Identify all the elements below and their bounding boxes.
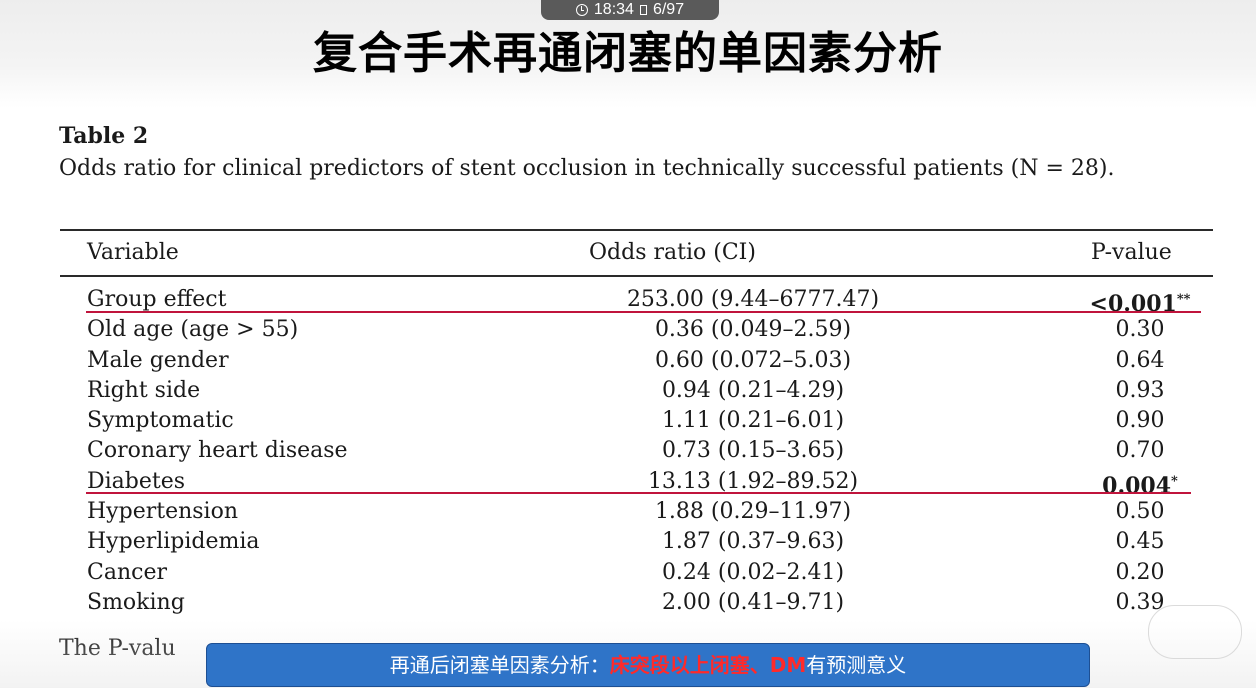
table-row: Coronary heart disease 0.73 (0.15–3.65) … [0, 436, 1256, 466]
significance-mark: ** [1176, 292, 1191, 307]
cell-odds-ratio: 0.36 (0.049–2.59) [654, 317, 852, 343]
cell-p-value: 0.30 [1115, 317, 1165, 343]
significance-mark: * [1171, 473, 1178, 489]
underline-diabetes [86, 492, 1191, 494]
subtitle-bar: 再通后闭塞单因素分析：床突段以上闭塞、DM有预测意义 [206, 643, 1090, 687]
cell-p-value: <0.001** [1080, 285, 1200, 319]
cell-odds-ratio: 0.94 (0.21–4.29) [661, 377, 845, 403]
table-row: Hypertension 1.88 (0.29–11.97) 0.50 [0, 497, 1256, 527]
cell-p-value: 0.93 [1115, 377, 1165, 403]
underline-group-effect [86, 311, 1201, 313]
table-row: Old age (age > 55) 0.36 (0.049–2.59) 0.3… [0, 315, 1256, 345]
p-value-text: 0.004 [1102, 472, 1172, 499]
header-p-value: P-value [1091, 240, 1172, 265]
cell-p-value: 0.50 [1115, 499, 1165, 525]
table-row: Diabetes 13.13 (1.92–89.52) 0.004* [0, 467, 1256, 499]
cell-variable: Hyperlipidemia [87, 529, 260, 555]
table-row: Male gender 0.60 (0.072–5.03) 0.64 [0, 346, 1256, 376]
table-row: Cancer 0.24 (0.02–2.41) 0.20 [0, 558, 1256, 588]
table-row: Right side 0.94 (0.21–4.29) 0.93 [0, 376, 1256, 406]
cell-variable: Group effect [87, 287, 227, 312]
header-variable: Variable [87, 240, 179, 265]
table-row: Smoking 2.00 (0.41–9.71) 0.39 [0, 588, 1256, 618]
cell-odds-ratio: 13.13 (1.92–89.52) [647, 468, 859, 494]
cell-p-value: 0.64 [1115, 347, 1165, 373]
status-pill: 18:34 6/97 [541, 0, 719, 20]
header-odds-ratio: Odds ratio (CI) [589, 240, 756, 265]
cell-variable: Smoking [87, 589, 185, 615]
cell-variable: Male gender [87, 347, 229, 373]
cell-odds-ratio: 1.88 (0.29–11.97) [654, 499, 852, 525]
cell-variable: Diabetes [87, 468, 186, 494]
cell-p-value: 0.20 [1115, 559, 1165, 585]
cell-variable: Hypertension [87, 499, 239, 525]
table-header-rule [60, 275, 1213, 277]
table-row: Hyperlipidemia 1.87 (0.37–9.63) 0.45 [0, 527, 1256, 557]
subtitle-highlight: 床突段以上闭塞、DM [609, 653, 807, 677]
cell-variable: Right side [87, 377, 201, 403]
cell-odds-ratio: 1.11 (0.21–6.01) [661, 408, 845, 434]
status-page: 6/97 [652, 1, 685, 18]
status-time: 18:34 [593, 1, 634, 18]
table-row: Group effect 253.00 (9.44–6777.47) <0.00… [0, 285, 1256, 317]
slide-title: 复合手术再通闭塞的单因素分析 [313, 28, 943, 79]
table-footnote: The P-valu [59, 636, 176, 661]
cell-p-value: 0.70 [1115, 438, 1165, 464]
cell-odds-ratio: 1.87 (0.37–9.63) [661, 529, 845, 555]
p-value-text: <0.001 [1089, 291, 1177, 317]
cell-odds-ratio: 0.60 (0.072–5.03) [654, 347, 852, 373]
cell-p-value: 0.90 [1115, 408, 1165, 434]
clock-icon [575, 4, 588, 16]
table-label: Table 2 [59, 123, 149, 149]
subtitle-prefix: 再通后闭塞单因素分析： [389, 653, 610, 677]
page-icon [639, 5, 647, 15]
cell-variable: Cancer [87, 559, 167, 585]
subtitle-suffix: 有预测意义 [806, 653, 907, 677]
cell-odds-ratio: 0.73 (0.15–3.65) [661, 438, 845, 464]
cell-odds-ratio: 253.00 (9.44–6777.47) [626, 287, 880, 312]
cell-p-value: 0.004* [1080, 467, 1200, 501]
watermark-logo [1148, 605, 1242, 659]
table-top-rule [60, 229, 1213, 231]
table-caption: Odds ratio for clinical predictors of st… [59, 156, 1115, 181]
table-body: Group effect 253.00 (9.44–6777.47) <0.00… [0, 285, 1256, 618]
cell-odds-ratio: 2.00 (0.41–9.71) [661, 589, 845, 615]
table-row: Symptomatic 1.11 (0.21–6.01) 0.90 [0, 406, 1256, 436]
cell-odds-ratio: 0.24 (0.02–2.41) [661, 559, 845, 585]
cell-variable: Coronary heart disease [87, 438, 348, 464]
cell-variable: Symptomatic [87, 408, 234, 434]
cell-variable: Old age (age > 55) [87, 317, 299, 343]
cell-p-value: 0.45 [1115, 529, 1165, 555]
